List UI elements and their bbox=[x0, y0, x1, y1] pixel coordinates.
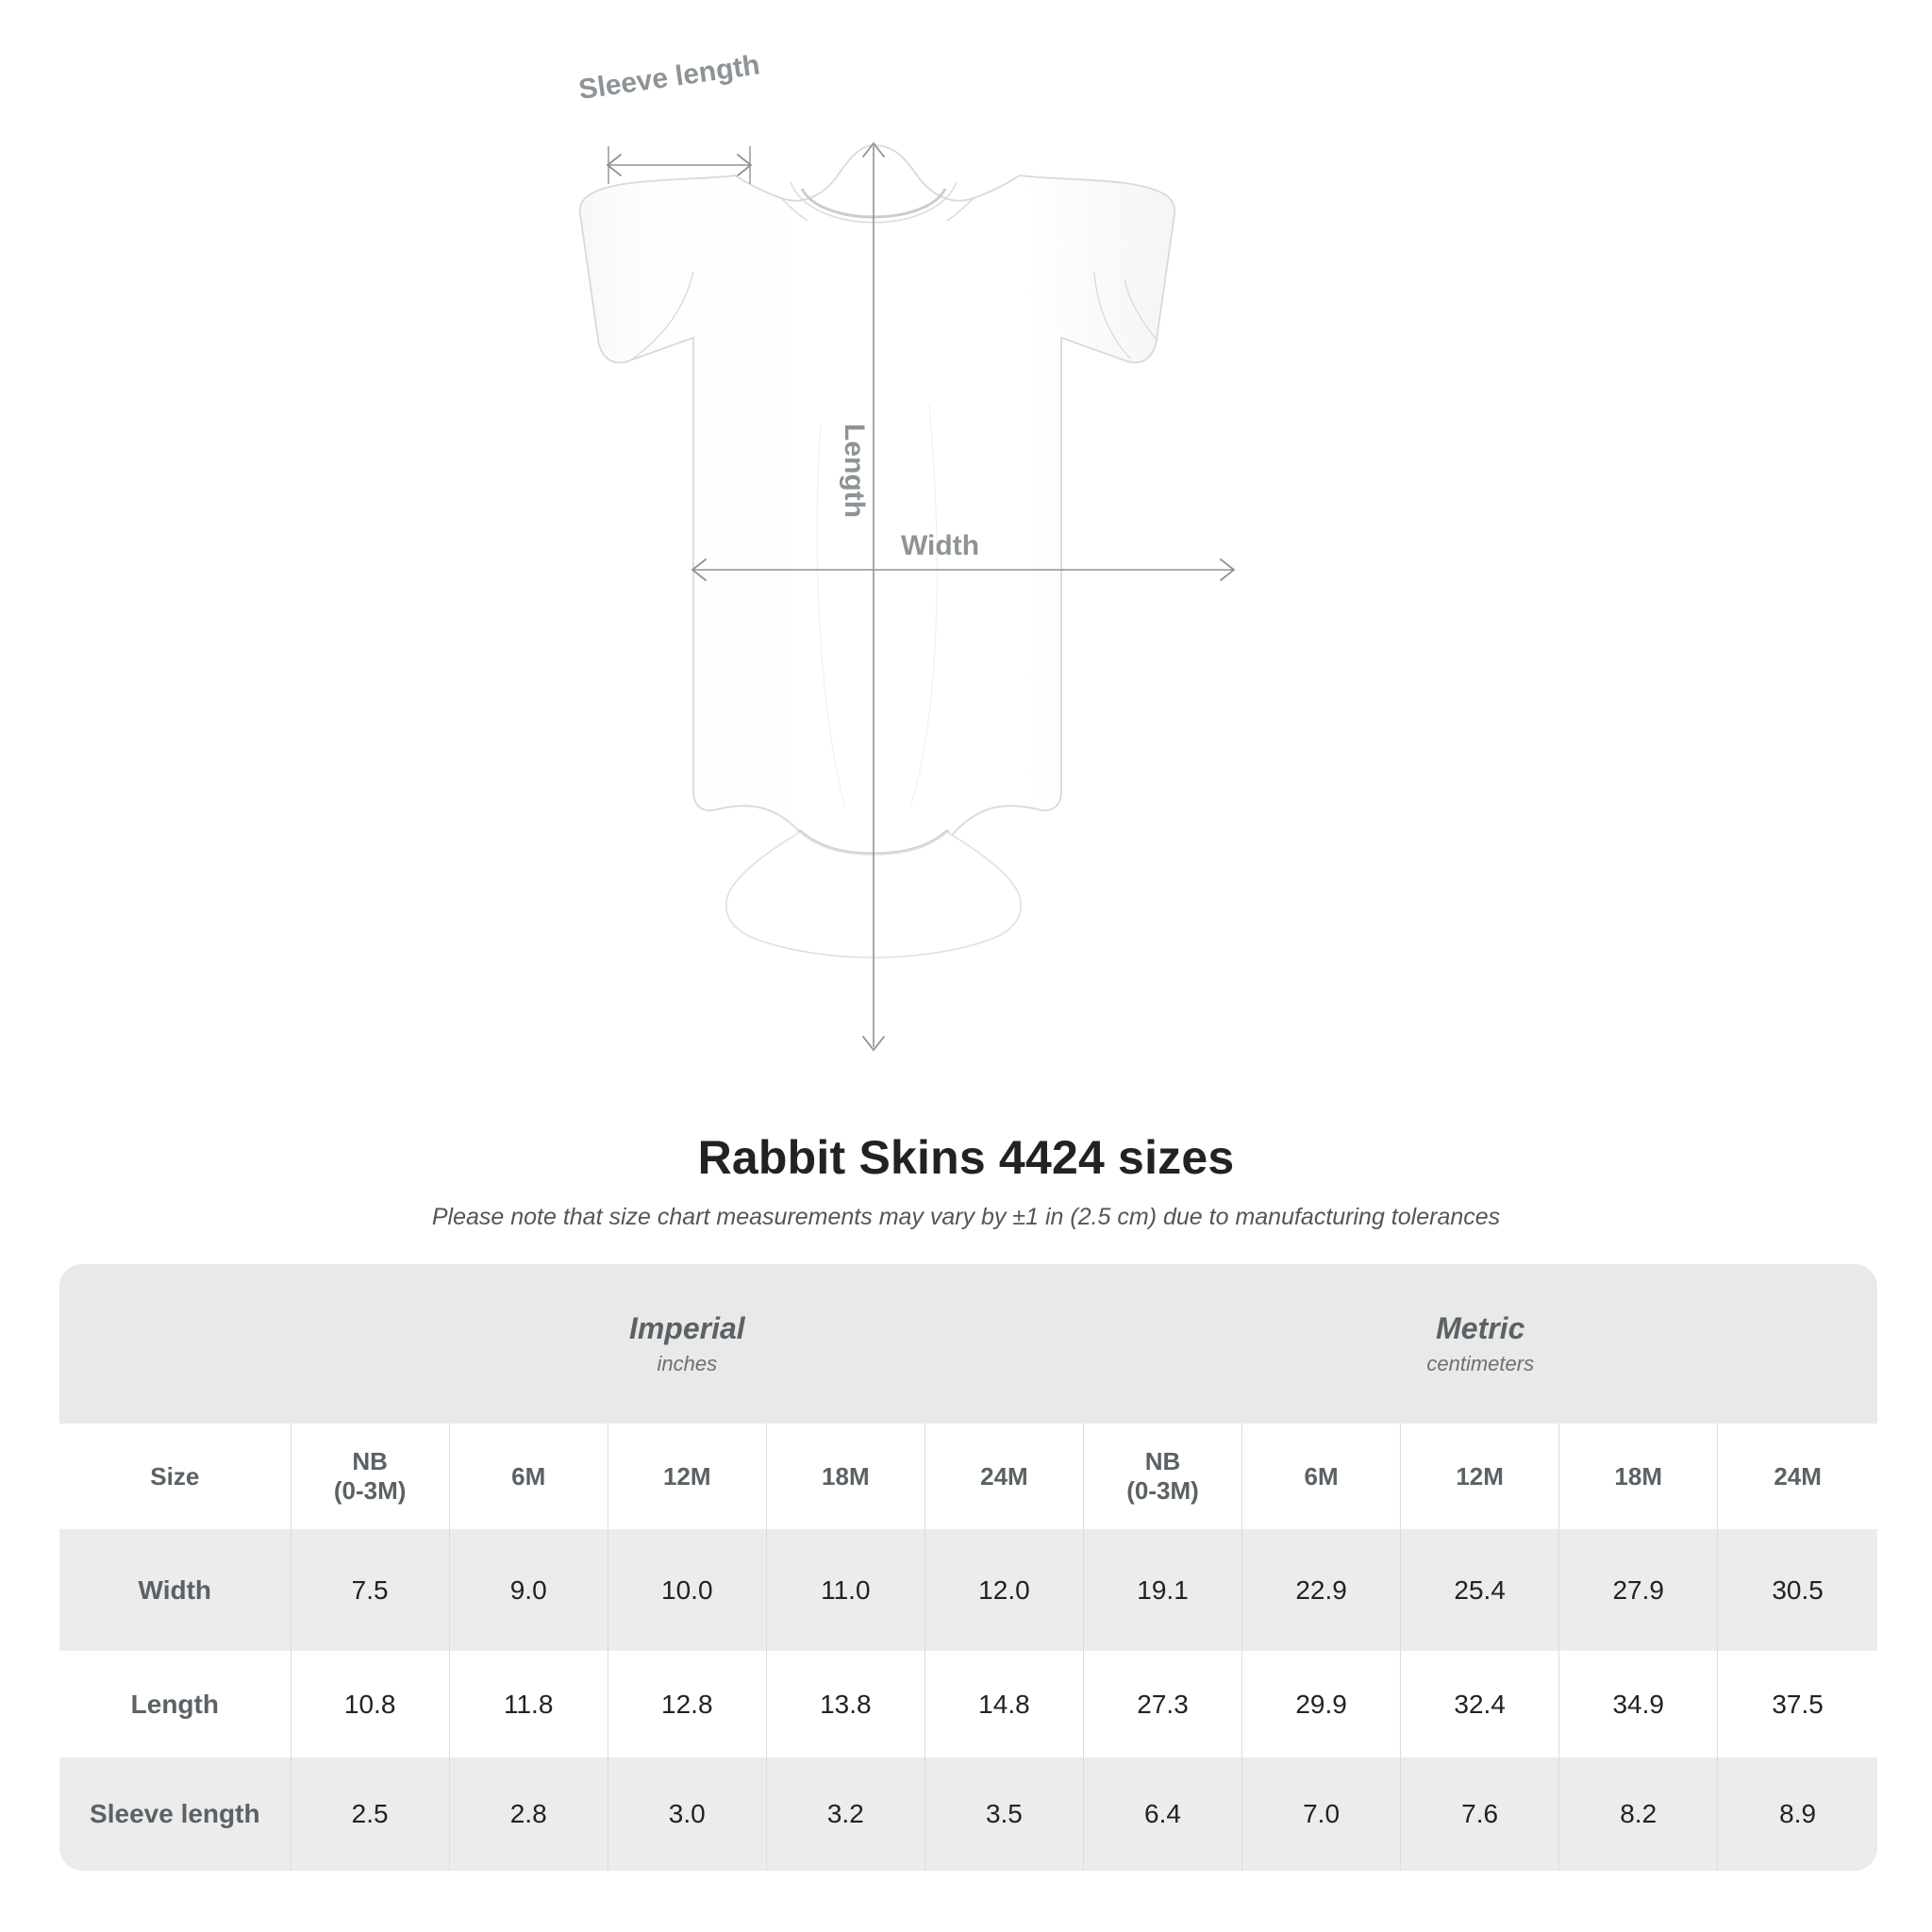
svg-text:Length: Length bbox=[839, 424, 870, 518]
svg-text:Width: Width bbox=[901, 530, 979, 561]
svg-text:Sleeve length: Sleeve length bbox=[576, 49, 761, 106]
